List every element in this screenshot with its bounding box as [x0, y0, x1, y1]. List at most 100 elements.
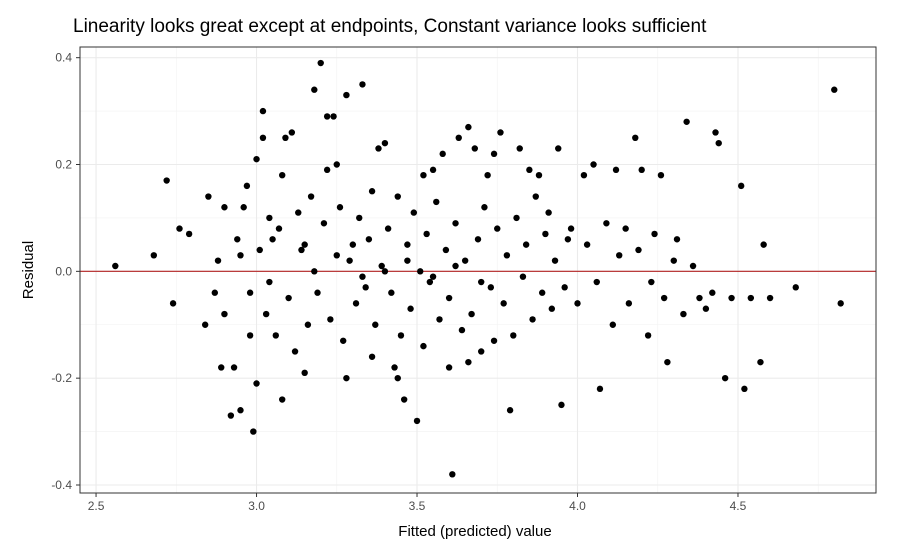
data-point [609, 321, 617, 328]
data-point [234, 236, 241, 243]
data-point [737, 182, 745, 190]
data-point [506, 407, 514, 414]
data-point [458, 326, 466, 334]
data-point [702, 305, 710, 312]
data-point [455, 134, 462, 142]
y-axis-ticks: -0.4 -0.2 0.0 0.2 0.4 [51, 51, 80, 492]
data-point [510, 332, 517, 339]
data-point [831, 86, 838, 93]
data-point [211, 289, 219, 296]
minor-gridlines [80, 47, 876, 493]
data-point [314, 289, 321, 296]
data-point [426, 278, 434, 286]
data-point [221, 310, 228, 318]
data-point [532, 193, 539, 200]
data-point [715, 139, 722, 147]
panel-border [79, 46, 877, 494]
data-point [240, 204, 247, 211]
data-point [163, 177, 170, 184]
data-point [333, 252, 340, 259]
data-point [529, 316, 536, 323]
data-point [227, 412, 235, 419]
data-point [445, 364, 453, 371]
data-point [253, 155, 260, 163]
x-axis-title: Fitted (predicted) value [398, 523, 551, 540]
data-point [439, 150, 446, 158]
data-point [461, 257, 469, 264]
data-point [542, 230, 549, 238]
data-point [230, 364, 238, 371]
data-point [580, 171, 588, 179]
y-tick-label: -0.2 [51, 371, 72, 385]
data-point [548, 305, 556, 312]
data-point [500, 300, 507, 307]
data-point [664, 358, 671, 366]
data-point [266, 214, 273, 222]
data-point [558, 401, 565, 409]
data-point [680, 310, 687, 318]
data-point [471, 145, 478, 152]
data-point [452, 262, 459, 270]
data-point [246, 289, 254, 296]
data-point [632, 134, 639, 142]
data-point [259, 107, 267, 115]
data-point [250, 428, 257, 435]
data-point [404, 257, 411, 264]
data-point [295, 209, 302, 216]
data-point [638, 166, 645, 174]
data-point [339, 337, 347, 344]
data-point [468, 310, 475, 318]
data-point [169, 300, 177, 307]
data-point [757, 358, 764, 366]
x-tick-label: 3.5 [409, 499, 426, 513]
data-point [689, 262, 697, 270]
data-point [648, 278, 655, 286]
data-point [433, 198, 440, 206]
data-point [317, 59, 324, 67]
data-point [201, 321, 209, 328]
data-point [513, 214, 520, 222]
x-tick-label: 3.0 [248, 499, 265, 513]
data-point [279, 171, 286, 179]
data-point [837, 300, 844, 307]
y-tick-label: 0.4 [55, 51, 72, 65]
data-point [237, 407, 244, 414]
data-point [327, 316, 334, 323]
x-tick-label: 4.5 [730, 499, 747, 513]
data-point [561, 284, 568, 291]
data-point [262, 310, 270, 318]
data-point [176, 225, 183, 232]
x-tick-label: 2.5 [88, 499, 105, 513]
data-point [487, 284, 495, 291]
data-point [616, 252, 623, 259]
data-point [375, 145, 382, 152]
data-point [304, 321, 312, 328]
data-point [320, 220, 328, 227]
data-point [465, 123, 472, 131]
x-axis-ticks: 2.5 3.0 3.5 4.0 4.5 [88, 493, 747, 513]
y-tick-label: -0.4 [51, 478, 72, 492]
data-point [346, 257, 353, 264]
data-point [442, 246, 450, 254]
data-point [423, 230, 430, 238]
data-point [269, 236, 276, 243]
data-point [336, 204, 344, 211]
data-point [465, 358, 472, 366]
data-point [400, 396, 408, 403]
data-point [311, 86, 318, 93]
data-point [368, 353, 376, 360]
data-point [410, 209, 418, 216]
data-point [372, 321, 379, 328]
data-point [612, 166, 620, 174]
data-point [622, 225, 629, 232]
x-tick-label: 4.0 [569, 499, 586, 513]
data-point [603, 220, 610, 227]
data-point [696, 294, 703, 302]
data-point [275, 225, 283, 232]
data-point [368, 188, 376, 195]
data-point [349, 241, 357, 248]
data-point [590, 161, 597, 168]
data-point [112, 262, 119, 270]
data-point [449, 471, 456, 478]
data-point [394, 374, 401, 382]
